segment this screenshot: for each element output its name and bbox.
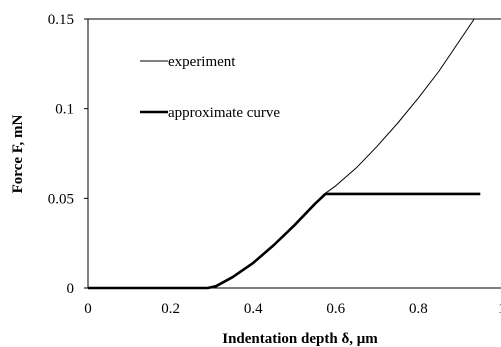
x-tick-label: 0.8 — [409, 301, 428, 317]
y-tick-label: 0 — [67, 281, 75, 297]
y-tick-label: 0.1 — [55, 102, 74, 118]
legend-label-approximate-curve: approximate curve — [168, 105, 280, 121]
series-layer — [88, 18, 481, 290]
x-tick-label: 0.6 — [326, 301, 345, 317]
x-tick-label: 0 — [84, 301, 92, 317]
x-tick-label: 0.4 — [244, 301, 263, 317]
series-line-experiment — [88, 18, 475, 289]
x-tick-label: 1 — [498, 301, 501, 317]
legend: experiment approximate curve — [140, 54, 280, 121]
x-tick-labels: 0 0.2 0.4 0.6 0.8 1 — [84, 301, 501, 317]
y-tick-label: 0.15 — [48, 12, 74, 28]
y-tick-labels: 0 0.05 0.1 0.15 — [48, 12, 88, 297]
x-axis-label: Indentation depth δ, μm — [222, 331, 378, 347]
y-tick-label: 0.05 — [48, 191, 74, 207]
legend-label-experiment: experiment — [168, 54, 236, 70]
series-line-approximate-curve — [88, 192, 481, 290]
y-axis-label: Force F, mN — [10, 114, 26, 193]
x-tick-label: 0.2 — [161, 301, 180, 317]
plot-frame — [87, 18, 501, 289]
